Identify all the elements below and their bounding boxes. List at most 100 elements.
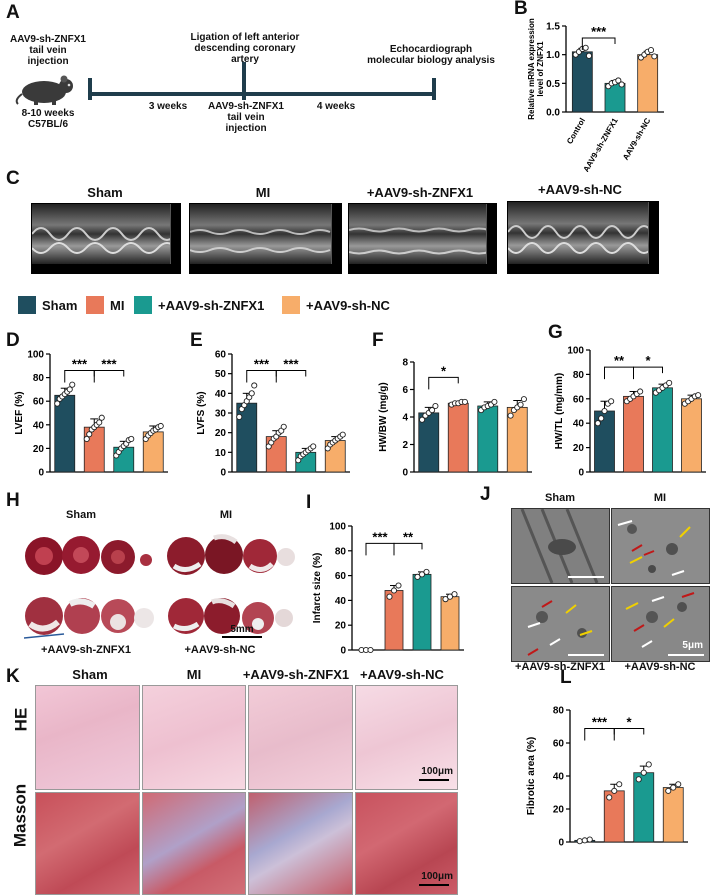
heart-slices-mi bbox=[167, 534, 295, 575]
point-i-2-0 bbox=[414, 573, 421, 580]
he-image-nc: 100μm bbox=[355, 685, 458, 790]
point-i-3-2 bbox=[451, 591, 458, 598]
point-f-0-4 bbox=[432, 402, 439, 410]
point-l-0-2 bbox=[586, 836, 593, 843]
y-tick-label-g-5: 100 bbox=[567, 346, 584, 357]
legend-swatch-nc bbox=[282, 296, 300, 314]
legend-znfx1: +AAV9-sh-ZNFX1 bbox=[134, 295, 264, 315]
legend-label-znfx1: +AAV9-sh-ZNFX1 bbox=[158, 297, 265, 313]
y-tick-label-g-3: 60 bbox=[573, 394, 585, 405]
y-tick-label-g-4: 80 bbox=[573, 370, 585, 381]
bar-i-2 bbox=[412, 573, 432, 651]
panel-label-e: E bbox=[190, 330, 203, 351]
k-row-masson: Masson bbox=[10, 783, 30, 848]
point-f-1-4 bbox=[461, 398, 468, 405]
y-tick-label-i-0: 0 bbox=[340, 646, 346, 657]
k-col-nc: +AAV9-sh-NC bbox=[360, 667, 444, 682]
point-i-3-0 bbox=[442, 596, 449, 603]
sig-bracket-e-1 bbox=[275, 370, 307, 383]
y-tick-label-f-3: 6 bbox=[402, 385, 408, 396]
y-tick-label-i-3: 60 bbox=[335, 571, 347, 582]
point-g-0-0 bbox=[594, 420, 601, 427]
point-f-0-3 bbox=[429, 407, 436, 414]
echo-label-znfx1: +AAV9-sh-ZNFX1 bbox=[366, 185, 474, 200]
sig-bracket-e-0 bbox=[246, 370, 277, 383]
point-d-1-5 bbox=[96, 419, 103, 426]
bar-f-2 bbox=[477, 405, 499, 473]
bar-d-0 bbox=[54, 394, 76, 473]
point-l-3-1 bbox=[670, 784, 677, 791]
y-tick-label-e-1: 10 bbox=[215, 448, 227, 459]
panel-label-l: L bbox=[560, 667, 572, 688]
y-tick-label-b-0: 0.0 bbox=[546, 108, 560, 119]
timeline-step1: AAV9-sh-ZNFX1 tail vein injection bbox=[10, 34, 86, 67]
point-f-2-4 bbox=[491, 398, 498, 405]
timeline-step2: Ligation of left anterior descending cor… bbox=[190, 32, 300, 65]
y-axis-label-b: Relative mRNA expressionlevel of ZNFX1 bbox=[527, 18, 545, 120]
sig-label-g-1: * bbox=[645, 353, 651, 368]
panel-label-b: B bbox=[514, 0, 528, 19]
timeline-interval2: 4 weeks bbox=[316, 101, 356, 112]
legend-swatch-mi bbox=[86, 296, 104, 314]
echo-label-mi: MI bbox=[255, 185, 271, 200]
sig-label-g-0: ** bbox=[614, 353, 625, 368]
panel-label-a: A bbox=[6, 2, 20, 23]
y-tick-label-i-5: 100 bbox=[329, 522, 346, 533]
x-tick-label-b-1: AAV9-sh-ZNFX1 bbox=[582, 116, 620, 172]
point-l-2-1 bbox=[640, 769, 647, 776]
he-image-sham bbox=[35, 685, 140, 790]
heart-slices-znfx1 bbox=[24, 597, 154, 639]
y-tick-label-b-3: 1.5 bbox=[546, 22, 560, 33]
legend-label-nc: +AAV9-sh-NC bbox=[306, 297, 390, 313]
point-d-1-6 bbox=[98, 414, 105, 421]
j-label-sham: Sham bbox=[545, 492, 575, 504]
x-tick-label-b-2: AAV9-sh-NC bbox=[621, 116, 652, 161]
y-tick-label-f-1: 2 bbox=[402, 440, 408, 451]
y-tick-label-l-0: 0 bbox=[558, 838, 564, 849]
point-i-1-2 bbox=[395, 582, 402, 589]
panel-label-c: C bbox=[6, 168, 20, 189]
sig-bracket-d-0 bbox=[64, 370, 95, 383]
y-tick-label-f-0: 0 bbox=[402, 468, 408, 479]
point-i-3-1 bbox=[446, 593, 454, 600]
panel-label-h: H bbox=[6, 490, 20, 511]
point-l-2-2 bbox=[645, 761, 652, 768]
y-tick-label-d-1: 20 bbox=[33, 444, 45, 455]
echo-image-mi bbox=[189, 203, 342, 274]
y-tick-label-l-2: 40 bbox=[553, 772, 565, 783]
sig-label-f-0: * bbox=[441, 363, 447, 378]
y-tick-label-l-3: 60 bbox=[553, 739, 565, 750]
sig-label-d-1: *** bbox=[101, 357, 117, 372]
timeline-mid-injection: AAV9-sh-ZNFX1 tail vein injection bbox=[208, 101, 284, 134]
legend-swatch-sham bbox=[18, 296, 36, 314]
point-l-1-2 bbox=[616, 781, 623, 788]
j-label-znfx1: +AAV9-sh-ZNFX1 bbox=[515, 661, 605, 673]
panel-label-k: K bbox=[6, 666, 20, 687]
y-tick-label-b-2: 1.0 bbox=[546, 50, 560, 61]
point-e-0-5 bbox=[248, 390, 255, 397]
k-col-mi: MI bbox=[186, 667, 202, 682]
sig-bracket-i-1 bbox=[393, 542, 423, 556]
y-tick-label-l-4: 80 bbox=[553, 706, 565, 717]
point-l-3-0 bbox=[665, 787, 672, 794]
echo-image-znfx1 bbox=[348, 203, 497, 274]
y-tick-label-b-1: 0.5 bbox=[546, 79, 560, 90]
sig-label-d-0: *** bbox=[72, 357, 88, 372]
masson-image-mi bbox=[142, 792, 246, 895]
sig-label-l-0: *** bbox=[592, 714, 608, 729]
masson-image-sham bbox=[35, 792, 140, 895]
y-tick-label-d-3: 60 bbox=[33, 397, 45, 408]
bar-g-1 bbox=[623, 395, 644, 473]
bar-e-0 bbox=[236, 402, 258, 473]
legend-label-sham: Sham bbox=[42, 297, 78, 313]
sig-label-i-0: *** bbox=[372, 529, 388, 544]
echo-image-nc bbox=[507, 201, 659, 274]
timeline-arrow bbox=[88, 62, 436, 100]
sig-bracket-b-0 bbox=[581, 37, 616, 51]
k-scale-label-1: 100μm bbox=[421, 766, 453, 777]
k-row-he: HE bbox=[11, 707, 31, 732]
bar-g-0 bbox=[594, 410, 615, 473]
